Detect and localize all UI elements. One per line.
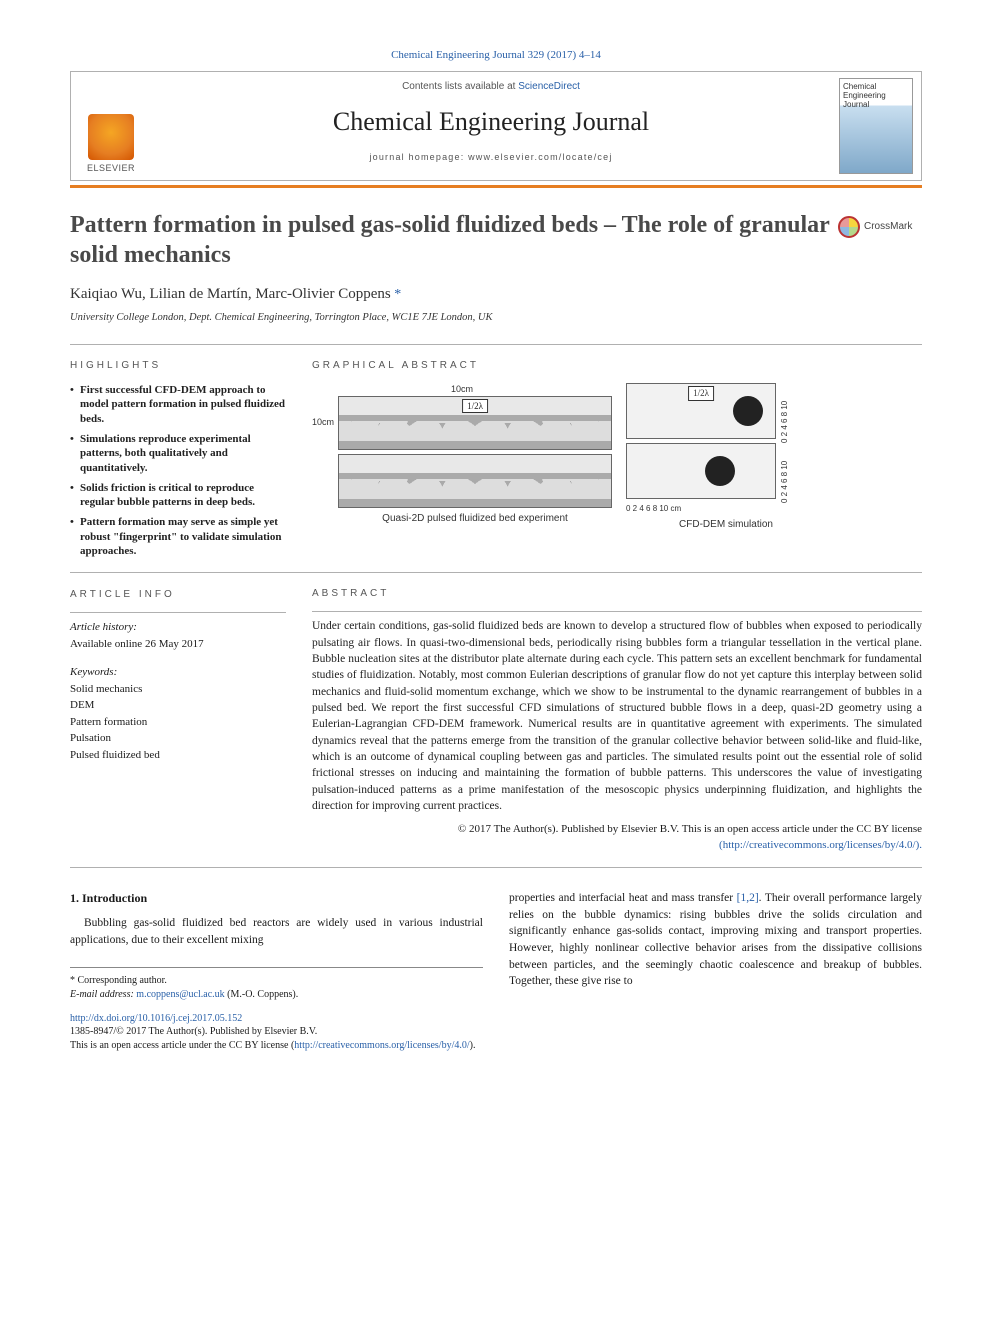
divider xyxy=(70,612,286,613)
email-label: E-mail address: xyxy=(70,989,136,1000)
intro-col2-a: properties and interfacial heat and mass… xyxy=(509,892,737,904)
corresponding-author-footnote: Corresponding author. E-mail address: m.… xyxy=(70,967,483,1002)
accent-rule xyxy=(70,185,922,188)
corresponding-mark: * xyxy=(391,287,402,302)
divider xyxy=(70,344,922,345)
keyword: Pulsation xyxy=(70,730,286,747)
ga-sim-panel-bottom xyxy=(626,443,776,499)
contents-available-line: Contents lists available at ScienceDirec… xyxy=(155,80,827,94)
intro-paragraph-col2: properties and interfacial heat and mass… xyxy=(509,890,922,990)
publisher-logo-cell: ELSEVIER xyxy=(71,72,151,180)
sciencedirect-link[interactable]: ScienceDirect xyxy=(518,81,580,92)
ga-y-axis-2: 0 2 4 6 8 10 xyxy=(779,443,790,503)
ga-sim-caption: CFD-DEM simulation xyxy=(626,518,826,532)
graphical-abstract-figure: 10cm 10cm 1/2λ Quasi-2D pulsed fluidized… xyxy=(312,383,922,532)
article-title: Pattern formation in pulsed gas-solid fl… xyxy=(70,210,838,270)
oa-line: This is an open access article under the… xyxy=(70,1040,294,1051)
journal-name: Chemical Engineering Journal xyxy=(155,104,827,140)
highlights-heading: HIGHLIGHTS xyxy=(70,359,286,373)
citation-line: Chemical Engineering Journal 329 (2017) … xyxy=(70,48,922,63)
intro-paragraph-col1: Bubbling gas-solid fluidized bed reactor… xyxy=(70,915,483,948)
highlights-list: First successful CFD-DEM approach to mod… xyxy=(70,383,286,558)
authors-line: Kaiqiao Wu, Lilian de Martín, Marc-Olivi… xyxy=(70,284,922,305)
ga-exp-caption: Quasi-2D pulsed fluidized bed experiment xyxy=(338,512,612,526)
keyword: Pattern formation xyxy=(70,714,286,731)
keyword: Solid mechanics xyxy=(70,681,286,698)
elsevier-tree-icon xyxy=(88,114,134,160)
journal-cover-thumbnail: Chemical Engineering Journal xyxy=(839,78,913,174)
doi-footer-block: http://dx.doi.org/10.1016/j.cej.2017.05.… xyxy=(70,1012,922,1053)
cc-license-link[interactable]: (http://creativecommons.org/licenses/by/… xyxy=(719,839,922,851)
ga-lambda-label-sim: 1/2λ xyxy=(688,386,714,401)
article-info-heading: ARTICLE INFO xyxy=(70,587,286,602)
ga-sim-panel-top: 1/2λ xyxy=(626,383,776,439)
highlight-item: Pattern formation may serve as simple ye… xyxy=(70,515,286,558)
highlight-item: Solids friction is critical to reproduce… xyxy=(70,481,286,510)
citation-ref[interactable]: [1,2] xyxy=(737,892,759,904)
article-history-label: Article history: xyxy=(70,619,286,636)
crossmark-icon xyxy=(838,216,860,238)
abstract-heading: ABSTRACT xyxy=(312,587,922,601)
highlight-item: Simulations reproduce experimental patte… xyxy=(70,432,286,475)
keyword: Pulsed fluidized bed xyxy=(70,747,286,764)
issn-line: 1385-8947/© 2017 The Author(s). Publishe… xyxy=(70,1026,317,1037)
affiliation: University College London, Dept. Chemica… xyxy=(70,311,922,326)
journal-header-box: ELSEVIER Contents lists available at Sci… xyxy=(70,71,922,181)
copyright-block: © 2017 The Author(s). Published by Elsev… xyxy=(312,822,922,853)
crossmark-badge[interactable]: CrossMark xyxy=(838,216,922,238)
graphical-abstract-heading: GRAPHICAL ABSTRACT xyxy=(312,359,922,373)
divider xyxy=(312,611,922,612)
elsevier-logo-text: ELSEVIER xyxy=(87,162,135,175)
contents-prefix: Contents lists available at xyxy=(402,81,518,92)
oa-close: ). xyxy=(470,1040,476,1051)
divider xyxy=(70,867,922,868)
article-history-value: Available online 26 May 2017 xyxy=(70,636,286,653)
ga-experiment-panel-bottom xyxy=(338,454,612,508)
corr-email-link[interactable]: m.coppens@ucl.ac.uk xyxy=(136,989,224,1000)
intro-col2-b: . Their overall performance largely reli… xyxy=(509,892,922,987)
crossmark-label: CrossMark xyxy=(864,220,912,234)
journal-homepage: journal homepage: www.elsevier.com/locat… xyxy=(155,151,827,164)
divider xyxy=(70,572,922,573)
ga-dim-top: 10cm xyxy=(312,383,612,396)
elsevier-logo: ELSEVIER xyxy=(81,104,141,174)
ga-lambda-label: 1/2λ xyxy=(462,399,488,414)
abstract-text: Under certain conditions, gas-solid flui… xyxy=(312,618,922,814)
doi-link[interactable]: http://dx.doi.org/10.1016/j.cej.2017.05.… xyxy=(70,1013,242,1024)
section-heading-intro: 1. Introduction xyxy=(70,890,483,907)
authors-names: Kaiqiao Wu, Lilian de Martín, Marc-Olivi… xyxy=(70,286,391,302)
ga-x-axis: 0 2 4 6 8 10 cm xyxy=(626,503,826,514)
ga-experiment-panel-top: 1/2λ xyxy=(338,396,612,450)
keywords-label: Keywords: xyxy=(70,664,286,681)
email-suffix: (M.-O. Coppens). xyxy=(225,989,299,1000)
keyword: DEM xyxy=(70,697,286,714)
copyright-line: © 2017 The Author(s). Published by Elsev… xyxy=(458,823,922,835)
highlight-item: First successful CFD-DEM approach to mod… xyxy=(70,383,286,426)
oa-license-link[interactable]: http://creativecommons.org/licenses/by/4… xyxy=(294,1040,469,1051)
ga-dim-side: 10cm xyxy=(312,416,334,429)
corr-author-label: Corresponding author. xyxy=(70,974,483,988)
ga-y-axis: 0 2 4 6 8 10 xyxy=(779,383,790,443)
